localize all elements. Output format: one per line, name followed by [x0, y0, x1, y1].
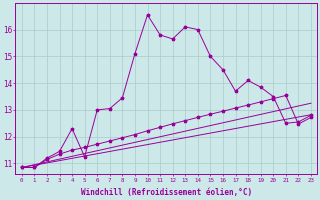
X-axis label: Windchill (Refroidissement éolien,°C): Windchill (Refroidissement éolien,°C) [81, 188, 252, 197]
